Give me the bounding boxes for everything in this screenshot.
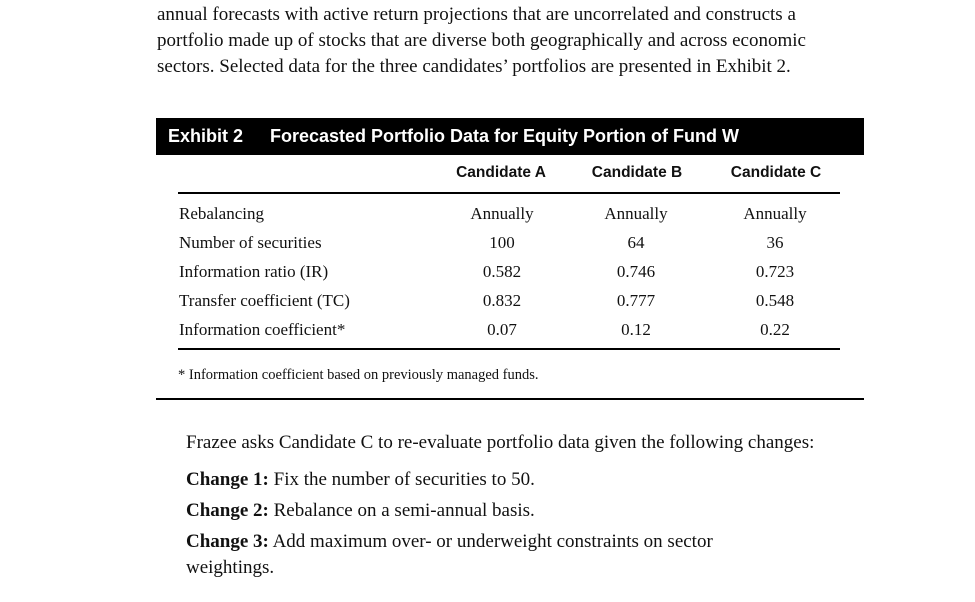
cell-candidate-a: 0.832 xyxy=(482,291,522,310)
row-label: Transfer coefficient (TC) xyxy=(179,291,350,310)
cell-candidate-c: Annually xyxy=(743,204,807,223)
table-row: Information coefficient* 0.07 0.12 0.22 xyxy=(0,317,975,343)
intro-line: portfolio made up of stocks that are div… xyxy=(157,30,806,51)
change-item: Change 1: Fix the number of securities t… xyxy=(186,467,876,493)
change-text: Rebalance on a semi-annual basis. xyxy=(273,500,535,521)
table-header-rule xyxy=(178,192,840,194)
change-label: Change 2: xyxy=(186,500,269,521)
exhibit-bottom-rule xyxy=(156,398,864,400)
cell-candidate-a: 100 xyxy=(489,233,515,252)
cell-candidate-c: 36 xyxy=(766,233,784,252)
cell-candidate-b: 64 xyxy=(627,233,645,252)
row-label: Information coefficient* xyxy=(179,320,346,339)
column-header-candidate-a: Candidate A xyxy=(456,164,546,181)
change-label: Change 3: xyxy=(186,531,269,552)
table-footnote: * Information coefficient based on previ… xyxy=(178,367,539,383)
intro-line: annual forecasts with active return proj… xyxy=(157,4,796,25)
column-header-candidate-c: Candidate C xyxy=(730,164,822,181)
table-row: Information ratio (IR) 0.582 0.746 0.723 xyxy=(0,259,975,285)
cell-candidate-a: Annually xyxy=(470,204,534,223)
column-header-candidate-b: Candidate B xyxy=(591,164,683,181)
table-bottom-rule xyxy=(178,348,840,350)
change-text: Fix the number of securities to 50. xyxy=(273,469,535,490)
exhibit-title: Forecasted Portfolio Data for Equity Por… xyxy=(270,126,739,146)
row-label: Information ratio (IR) xyxy=(179,262,329,281)
change-continuation: weightings. xyxy=(186,557,275,578)
exhibit-number: Exhibit 2 xyxy=(168,126,244,146)
cell-candidate-b: 0.12 xyxy=(621,320,651,339)
exhibit-header: Exhibit 2 Forecasted Portfolio Data for … xyxy=(156,118,864,155)
cell-candidate-b: 0.746 xyxy=(616,262,656,281)
change-item: Change 2: Rebalance on a semi-annual bas… xyxy=(186,498,876,524)
table-row: Rebalancing Annually Annually Annually xyxy=(0,201,975,227)
table-row: Transfer coefficient (TC) 0.832 0.777 0.… xyxy=(0,288,975,314)
cell-candidate-c: 0.723 xyxy=(755,262,795,281)
cell-candidate-b: 0.777 xyxy=(616,291,656,310)
row-label: Rebalancing xyxy=(179,204,264,223)
change-item: Change 3: Add maximum over- or underweig… xyxy=(186,529,876,555)
change-text: Add maximum over- or underweight constra… xyxy=(272,531,713,552)
cell-candidate-a: 0.582 xyxy=(482,262,522,281)
cell-candidate-c: 0.22 xyxy=(760,320,790,339)
intro-line: sectors. Selected data for the three can… xyxy=(157,56,791,77)
change-label: Change 1: xyxy=(186,469,269,490)
intro-paragraph: annual forecasts with active return proj… xyxy=(157,2,869,80)
cell-candidate-a: 0.07 xyxy=(487,320,517,339)
cell-candidate-b: Annually xyxy=(604,204,668,223)
row-label: Number of securities xyxy=(179,233,322,252)
cell-candidate-c: 0.548 xyxy=(755,291,795,310)
table-row: Number of securities 100 64 36 xyxy=(0,230,975,256)
followup-text: Frazee asks Candidate C to re-evaluate p… xyxy=(186,432,815,453)
